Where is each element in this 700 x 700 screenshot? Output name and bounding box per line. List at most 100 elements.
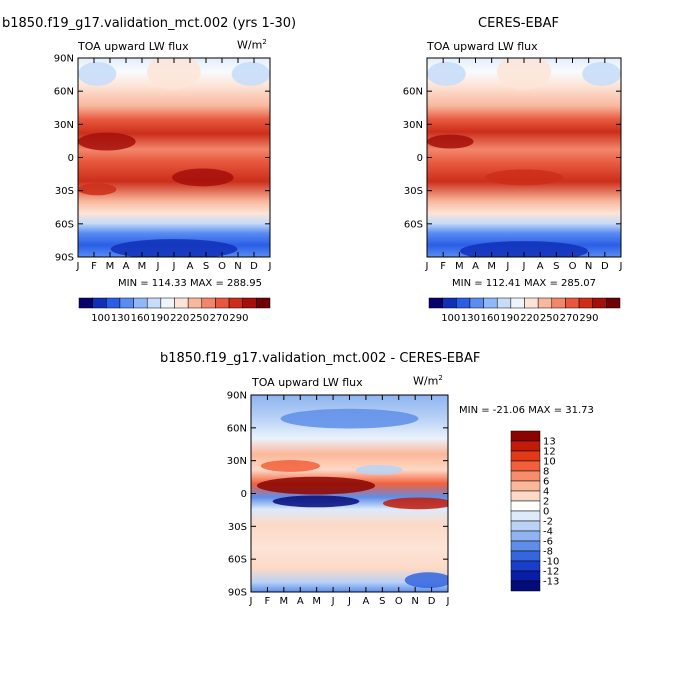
heatmap-feature-model-5 (78, 61, 117, 86)
colorbar-label: 290 (229, 313, 248, 324)
colorbar-label: 100 (441, 313, 460, 324)
colorbar-label: 13 (543, 437, 556, 448)
colorbar-label: 220 (520, 313, 539, 324)
x-tick-label: M (487, 261, 496, 272)
colorbar-swatch (510, 510, 541, 522)
y-tick-label: 90N (54, 54, 74, 65)
colorbar-swatch (133, 297, 148, 309)
heatmap-feature-diff-5 (260, 460, 320, 472)
x-tick-label: A (472, 261, 479, 272)
colorbar-label: 12 (543, 447, 556, 458)
minmax-diff: MIN = -21.06 MAX = 31.73 (459, 405, 594, 416)
colorbar-label: 270 (560, 313, 579, 324)
colorbar-label: 290 (579, 313, 598, 324)
x-tick-label: F (91, 261, 97, 272)
colorbar-swatch (228, 297, 243, 309)
x-tick-label: J (446, 596, 450, 607)
x-tick-label: O (395, 596, 403, 607)
colorbar-label: -10 (543, 557, 559, 568)
x-tick-label: D (250, 261, 258, 272)
colorbar-swatch (510, 460, 541, 472)
colorbar-swatch (551, 297, 566, 309)
x-tick-label: S (553, 261, 559, 272)
colorbar-label: 6 (543, 477, 549, 488)
colorbar-label: 160 (481, 313, 500, 324)
heatmap-feature-obs-4 (427, 61, 466, 86)
x-tick-label: M (106, 261, 115, 272)
colorbar-swatch (510, 450, 541, 462)
colorbar-label: 10 (543, 457, 556, 468)
colorbar-swatch (510, 580, 541, 592)
x-tick-label: A (362, 596, 369, 607)
heatmap-feature-model-2 (172, 168, 234, 187)
x-tick-label: J (76, 261, 80, 272)
x-tick-label: A (297, 596, 304, 607)
colorbar-swatch (510, 500, 541, 512)
heatmap-feature-diff-1 (272, 495, 360, 508)
colorbar-swatch (606, 297, 621, 309)
heatmap-feature-diff-3 (280, 408, 419, 429)
y-tick-label: 0 (241, 489, 247, 500)
colorbar-swatch (78, 297, 93, 309)
colorbar-swatch (565, 297, 580, 309)
colorbar-swatch (215, 297, 230, 309)
colorbar-swatch (510, 480, 541, 492)
colorbar-swatch (92, 297, 107, 309)
colorbar-swatch (256, 297, 271, 309)
y-tick-label: 30N (403, 120, 423, 131)
colorbar-swatch (146, 297, 162, 309)
colorbar-label: 220 (170, 313, 189, 324)
x-tick-label: F (440, 261, 446, 272)
heatmap-feature-obs-5 (582, 61, 621, 86)
colorbar-swatch (524, 297, 539, 309)
y-tick-label: 30S (55, 186, 74, 197)
colorbar-label: 0 (543, 507, 549, 518)
colorbar-label: -8 (543, 547, 553, 558)
colorbar-swatch (510, 470, 541, 482)
variable-label-obs: TOA upward LW flux (427, 40, 538, 53)
colorbar-swatch (578, 297, 593, 309)
y-tick-label: 90S (55, 253, 74, 264)
colorbar-swatch (510, 550, 541, 562)
heatmap-feature-model-3 (78, 183, 117, 196)
colorbar-label: 190 (500, 313, 519, 324)
heatmap-feature-diff-6 (355, 464, 403, 475)
colorbar-swatch (201, 297, 216, 309)
colorbar-swatch (510, 440, 541, 452)
variable-label-diff: TOA upward LW flux (252, 376, 363, 389)
colorbar-swatch (242, 297, 257, 309)
heatmap-feature-diff-2 (383, 497, 448, 510)
y-tick-label: 0 (417, 153, 423, 164)
heatmap-feature-diff-0 (256, 476, 376, 495)
x-tick-label: J (425, 261, 429, 272)
x-tick-label: A (537, 261, 544, 272)
colorbar-label: 160 (131, 313, 150, 324)
colorbar-label: 250 (540, 313, 559, 324)
y-tick-label: 60N (54, 87, 74, 98)
colorbar-swatch (428, 297, 443, 309)
x-tick-label: J (619, 261, 623, 272)
heatmap-field-obs (427, 58, 621, 257)
x-tick-label: M (312, 596, 321, 607)
colorbar-label: -4 (543, 527, 553, 538)
colorbar-swatch (537, 297, 553, 309)
colorbar-swatch (592, 297, 607, 309)
units-label-model: W/m2 (237, 38, 267, 52)
colorbar-label: -12 (543, 567, 559, 578)
panel-title-obs: CERES-EBAF (478, 16, 559, 31)
heatmap-feature-obs-1 (427, 134, 474, 149)
y-tick-label: 60S (55, 219, 74, 230)
variable-label-model: TOA upward LW flux (78, 40, 189, 53)
heatmap-feature-model-1 (78, 132, 136, 151)
colorbar-swatch (510, 560, 541, 572)
colorbar-swatch (510, 430, 541, 442)
minmax-model: MIN = 114.33 MAX = 288.95 (118, 278, 263, 289)
y-tick-label: 60S (404, 219, 423, 230)
heatmap-field-model (78, 58, 270, 257)
y-tick-label: 90S (228, 588, 247, 599)
colorbar-label: 8 (543, 467, 549, 478)
colorbar-swatch (442, 297, 457, 309)
colorbar-swatch (510, 520, 541, 532)
colorbar-swatch (510, 570, 541, 582)
